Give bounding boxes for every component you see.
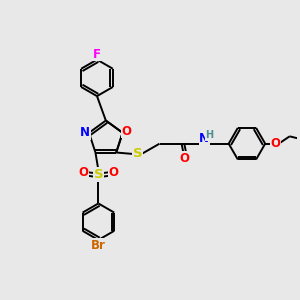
Text: N: N (80, 126, 90, 139)
Text: O: O (109, 166, 119, 179)
Text: O: O (179, 152, 189, 165)
Text: O: O (270, 137, 280, 150)
Text: S: S (94, 168, 103, 181)
Text: F: F (93, 48, 101, 61)
Text: O: O (121, 125, 131, 138)
Text: Br: Br (91, 239, 106, 252)
Text: O: O (78, 166, 88, 179)
Text: S: S (133, 148, 142, 160)
Text: N: N (199, 133, 209, 146)
Text: H: H (205, 130, 213, 140)
